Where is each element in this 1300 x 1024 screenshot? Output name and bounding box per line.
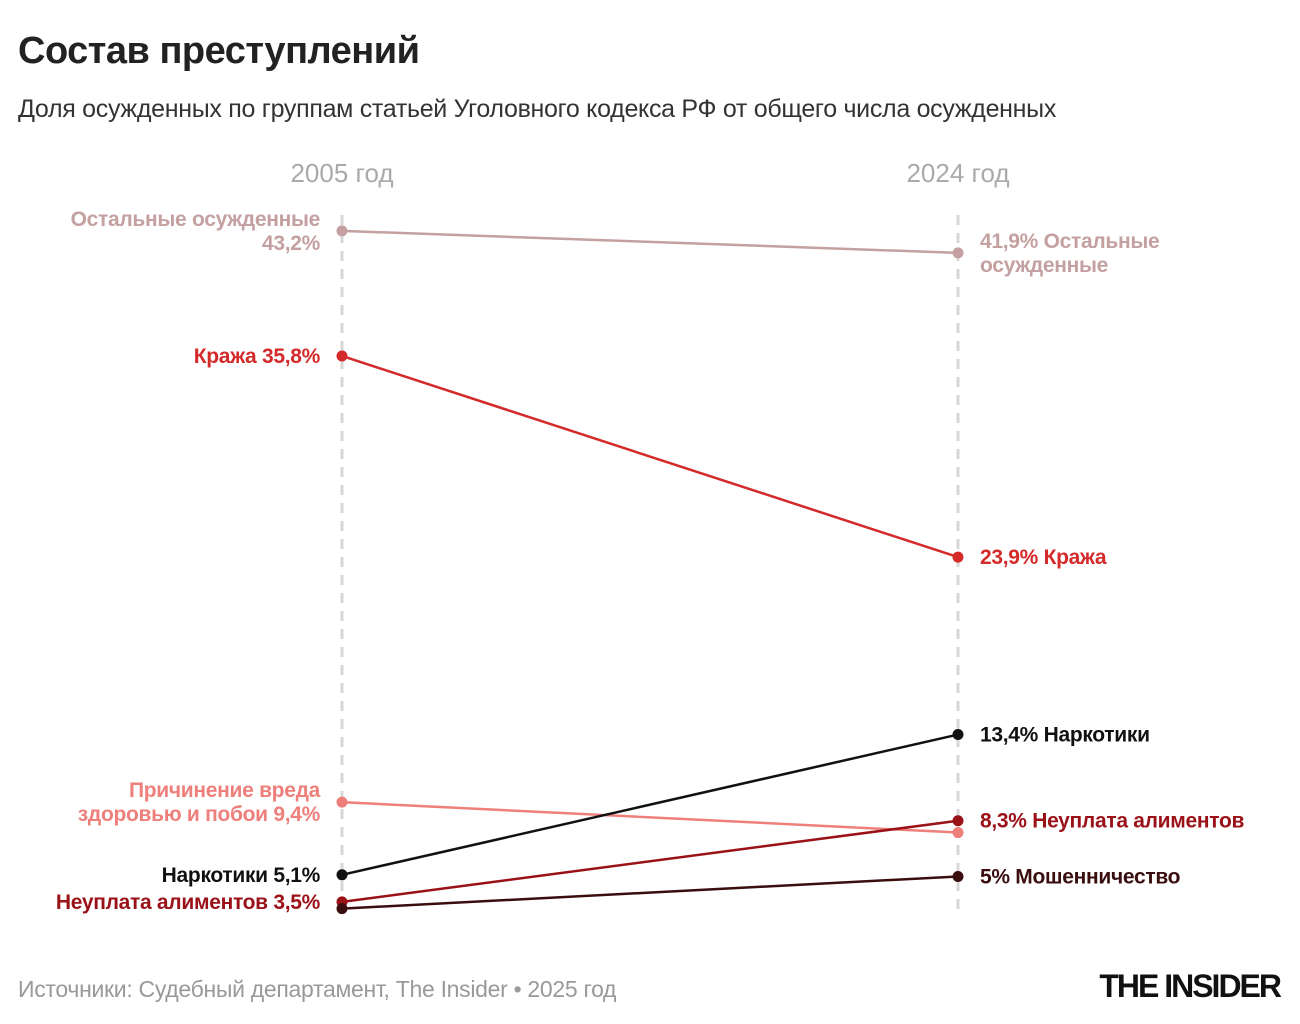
data-point-2024	[952, 729, 964, 741]
slope-line	[341, 733, 959, 877]
data-point-2024	[952, 551, 964, 563]
slope-line	[341, 229, 959, 255]
the-insider-logo: THE INSIDER	[1099, 968, 1282, 1004]
data-point-2024	[952, 815, 964, 827]
series-label: Кража 35,8%	[194, 345, 321, 368]
data-point-2005	[336, 869, 348, 881]
series-label: Причинение вреда	[129, 779, 321, 802]
data-point-2005	[336, 350, 348, 362]
chart-subtitle: Доля осужденных по группам статьей Уголо…	[18, 95, 1057, 123]
series-label: Остальные осужденные	[71, 208, 320, 231]
data-point-2024	[952, 871, 964, 882]
data-point-2005	[336, 225, 348, 237]
series-label: 5% Мошенничество	[980, 866, 1180, 889]
source-note: Источники: Судебный департамент, The Ins…	[18, 976, 617, 1002]
series-label: 13,4% Наркотики	[980, 724, 1150, 747]
series-label: 23,9% Кража	[980, 546, 1107, 569]
series-label: 43,2%	[262, 232, 321, 255]
series-label: осужденные	[980, 254, 1108, 277]
series-label: 41,9% Остальные	[980, 230, 1159, 253]
series-label: Наркотики 5,1%	[162, 864, 321, 887]
slope-line	[341, 875, 959, 910]
year-label: 2005 год	[290, 158, 393, 188]
data-point-2024	[952, 247, 964, 259]
series-label: Неуплата алиментов 3,5%	[56, 891, 321, 914]
data-point-2005	[336, 796, 348, 808]
series-label: 8,3% Неуплата алиментов	[980, 810, 1245, 833]
slope-line	[341, 800, 959, 834]
slope-line	[341, 819, 959, 904]
slope-line	[341, 354, 959, 559]
data-point-2005	[336, 903, 348, 915]
data-point-2024	[952, 827, 964, 839]
chart-title: Состав преступлений	[18, 30, 420, 72]
year-label: 2024 год	[906, 158, 1009, 188]
series-label: здоровью и побои 9,4%	[78, 803, 321, 826]
